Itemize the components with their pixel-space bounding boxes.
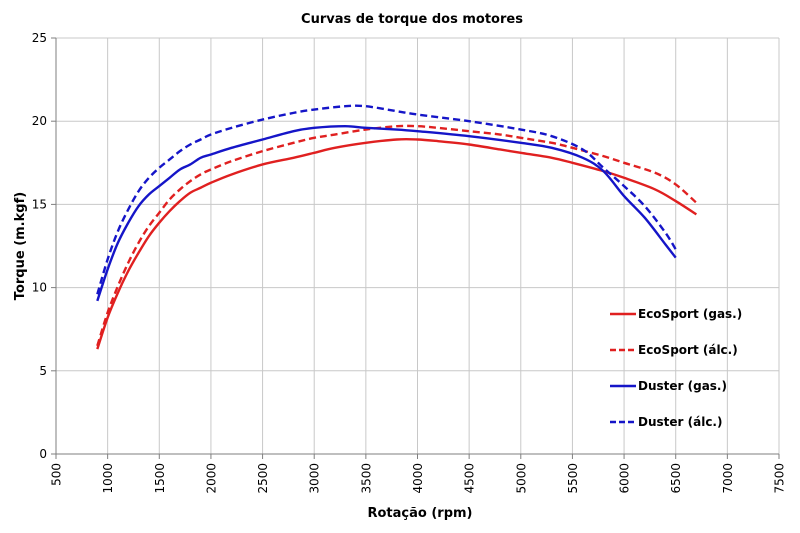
x-tick-label: 4000	[411, 463, 425, 494]
x-tick-label: 6000	[618, 463, 632, 494]
x-tick-label: 2500	[256, 463, 270, 494]
x-tick-label: 5000	[514, 463, 528, 494]
x-tick-label: 1500	[153, 463, 167, 494]
axes	[51, 37, 780, 459]
y-tick-label: 25	[32, 31, 47, 45]
series-line-1	[96, 124, 698, 347]
y-tick-labels: 0 5 10 15 20 25	[32, 31, 47, 461]
x-tick-label: 5500	[566, 463, 580, 494]
x-tick-label: 7000	[721, 463, 735, 494]
y-axis-label: Torque (m.kgf)	[13, 192, 28, 300]
legend-label-0: EcoSport (gas.)	[638, 307, 742, 321]
x-tick-label: 6500	[669, 463, 683, 494]
legend: EcoSport (gas.) EcoSport (álc.) Duster (ga…	[610, 307, 742, 429]
chart-title: Curvas de torque dos motores	[301, 12, 523, 27]
x-tick-label: 2000	[204, 463, 218, 494]
y-tick-label: 10	[32, 281, 47, 295]
series-group	[96, 104, 698, 350]
legend-label-3: Duster (álc.)	[638, 415, 722, 429]
legend-label-1: EcoSport (álc.)	[638, 343, 738, 357]
y-tick-label: 5	[39, 364, 47, 378]
x-tick-label: 1000	[101, 463, 115, 494]
y-tick-label: 15	[32, 197, 47, 211]
legend-label-2: Duster (gas.)	[638, 379, 727, 393]
x-axis-label: Rotação (rpm)	[367, 506, 472, 521]
x-tick-label: 3500	[359, 463, 373, 494]
series-line-3	[96, 104, 677, 295]
x-tick-label: 4500	[463, 463, 477, 494]
y-tick-label: 0	[39, 447, 47, 461]
x-tick-labels: 500 1000 1500 2000 2500 3000 3500 4000 4500 5000 5…	[50, 463, 787, 494]
x-tick-label: 3000	[308, 463, 322, 494]
series-line-2	[96, 124, 677, 302]
x-tick-label: 500	[50, 463, 64, 486]
series-line-0	[96, 137, 698, 350]
x-tick-label: 7500	[773, 463, 787, 494]
y-tick-label: 20	[32, 114, 47, 128]
